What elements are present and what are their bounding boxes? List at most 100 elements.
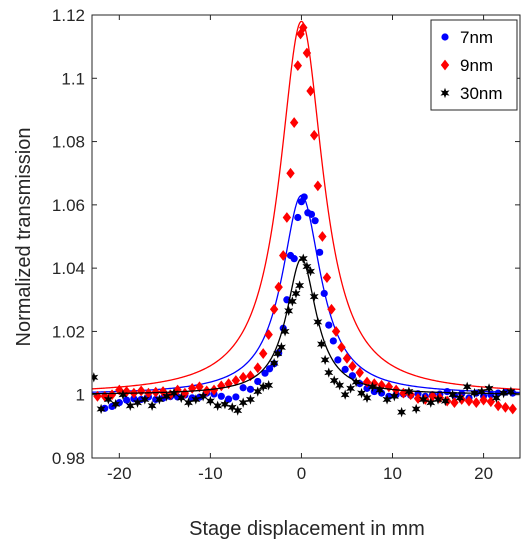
data-point-7nm (261, 369, 269, 377)
data-point-7nm (311, 217, 319, 225)
legend-marker-30nm (440, 87, 450, 99)
data-point-9nm (337, 341, 346, 353)
data-point-30nm (133, 397, 143, 408)
legend-label-9nm: 9nm (460, 56, 493, 75)
data-point-30nm (103, 394, 113, 405)
data-point-9nm (299, 22, 308, 34)
data-point-30nm (233, 405, 243, 416)
x-tick-label: -10 (198, 464, 223, 483)
data-point-9nm (286, 167, 295, 179)
x-axis-label: Stage displacement in mm (189, 518, 425, 540)
data-point-9nm (195, 381, 204, 393)
data-point-30nm (162, 391, 172, 402)
data-point-30nm (264, 380, 274, 391)
data-point-30nm (291, 288, 301, 299)
data-point-30nm (238, 397, 248, 408)
data-point-9nm (318, 231, 327, 242)
data-point-7nm (443, 387, 451, 396)
data-point-7nm (294, 213, 302, 222)
data-point-30nm (375, 384, 385, 396)
y-tick-label: 0.98 (52, 449, 85, 468)
data-point-30nm (491, 392, 501, 404)
data-point-30nm (306, 266, 316, 277)
data-point-9nm (202, 385, 211, 397)
data-point-9nm (501, 401, 510, 413)
data-point-30nm (362, 392, 372, 404)
data-point-9nm (342, 352, 352, 364)
data-point-30nm (455, 392, 465, 404)
data-point-30nm (367, 381, 377, 392)
data-point-30nm (440, 395, 450, 407)
data-point-9nm (384, 381, 394, 393)
fit-line-7nm (92, 194, 520, 394)
data-point-9nm (493, 400, 503, 412)
y-tick-label: 1.08 (52, 133, 85, 152)
data-point-30nm (118, 389, 128, 400)
data-point-30nm (357, 387, 367, 399)
data-point-30nm (462, 381, 472, 392)
data-point-9nm (313, 180, 323, 192)
data-point-7nm (254, 377, 262, 386)
data-point-9nm (302, 47, 312, 59)
axes: -20 -10 0 10 20 0.98 1 1.02 1.04 1.06 1.08 1.1 1.12 (52, 6, 521, 483)
data-point-9nm (327, 303, 336, 315)
data-point-30nm (302, 261, 312, 272)
data-point-30nm (329, 375, 339, 386)
data-point-30nm (335, 380, 345, 391)
data-point-30nm (198, 391, 208, 402)
data-point-9nm (180, 387, 190, 399)
data-point-30nm (295, 280, 305, 291)
plot-frame (91, 14, 521, 459)
data-point-7nm (348, 372, 357, 380)
data-point-30nm (426, 397, 436, 408)
y-tick-label: 1.1 (61, 69, 85, 88)
data-point-30nm (227, 402, 237, 413)
data-point-30nm (499, 387, 509, 399)
y-tick-label: 1.12 (52, 6, 85, 25)
data-point-9nm (370, 378, 379, 390)
data-point-9nm (322, 272, 332, 284)
data-point-30nm (154, 394, 164, 405)
data-point-30nm (448, 389, 458, 400)
data-point-30nm (313, 316, 323, 328)
data-point-9nm (136, 385, 146, 397)
data-point-9nm (293, 60, 303, 72)
data-point-30nm (96, 403, 106, 415)
data-point-7nm (265, 365, 274, 373)
data-point-30nm (433, 394, 443, 405)
data-point-30nm (253, 386, 263, 397)
y-tick-label: 1.04 (52, 259, 85, 278)
data-point-9nm (224, 378, 233, 390)
data-point-30nm (340, 389, 350, 400)
data-point-9nm (187, 382, 197, 394)
data-point-9nm (269, 303, 279, 315)
data-point-9nm (508, 403, 517, 415)
data-point-30nm (92, 372, 99, 383)
legend-label-7nm: 7nm (460, 28, 493, 47)
data-point-30nm (298, 253, 308, 264)
plot-area (92, 20, 520, 418)
data-point-9nm (246, 370, 255, 382)
data-point-9nm (406, 389, 415, 401)
data-point-30nm (245, 394, 255, 405)
data-point-30nm (404, 386, 414, 397)
data-point-9nm (264, 329, 273, 340)
legend-marker-9nm (440, 59, 450, 71)
data-point-7nm (363, 384, 371, 392)
data-point-30nm (258, 381, 268, 392)
data-point-9nm (306, 85, 315, 97)
data-point-30nm (316, 338, 326, 350)
data-point-7nm (316, 248, 324, 256)
data-point-30nm (351, 376, 361, 388)
legend: 7nm 9nm 30nm (430, 19, 518, 111)
data-point-30nm (280, 326, 290, 337)
data-point-9nm (331, 326, 341, 337)
data-point-30nm (309, 291, 319, 302)
data-point-7nm (325, 321, 333, 329)
data-point-7nm (290, 255, 298, 263)
data-point-9nm (279, 250, 288, 261)
data-point-30nm (382, 394, 392, 405)
data-point-30nm (411, 403, 421, 415)
data-point-30nm (147, 400, 157, 411)
data-point-9nm (479, 394, 488, 406)
